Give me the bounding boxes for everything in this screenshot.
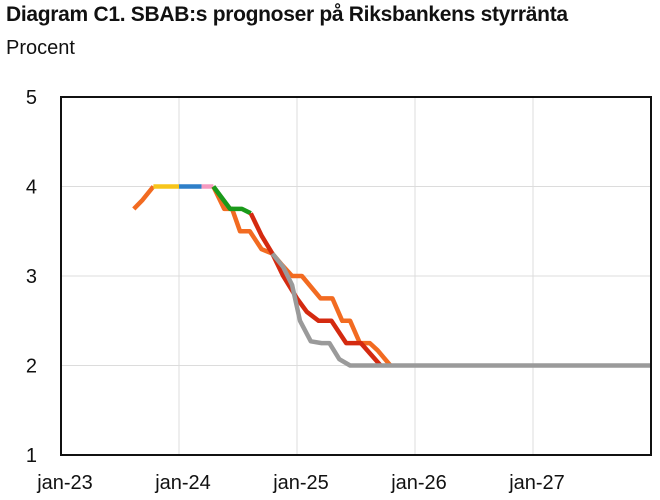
series-line <box>270 252 651 368</box>
chart-subtitle: Procent <box>6 37 75 59</box>
y-tick-label: 2 <box>26 356 37 378</box>
series-lines <box>132 184 651 368</box>
x-axis-ticks: jan-23 jan-24 jan-25 jan-26 jan-27 <box>36 472 565 494</box>
series-line <box>248 212 383 367</box>
series-line <box>132 185 156 211</box>
y-tick-label: 1 <box>26 445 37 467</box>
gridlines <box>61 97 651 455</box>
y-tick-label: 4 <box>26 177 37 199</box>
plot-frame <box>60 96 652 456</box>
y-tick-label: 5 <box>26 87 37 109</box>
chart-title: Diagram C1. SBAB:s prognoser på Riksbank… <box>6 3 568 26</box>
x-tick-label: jan-25 <box>272 472 329 494</box>
y-tick-label: 3 <box>26 266 37 288</box>
x-tick-label: jan-23 <box>36 472 93 494</box>
series-line <box>211 185 252 216</box>
x-tick-label: jan-24 <box>154 472 211 494</box>
x-tick-label: jan-26 <box>390 472 447 494</box>
x-tick-label: jan-27 <box>508 472 565 494</box>
y-axis-ticks: 1 2 3 4 5 <box>26 87 37 467</box>
